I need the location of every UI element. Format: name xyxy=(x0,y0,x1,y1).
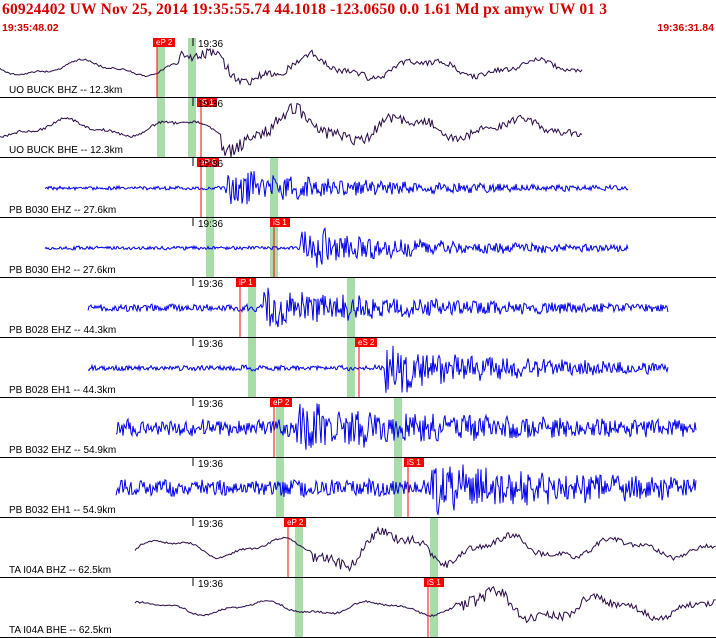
station-channel-label: PB B032 EH1 -- 54.9km xyxy=(9,505,116,516)
seismogram-canvas xyxy=(0,98,716,158)
seismogram-canvas xyxy=(0,218,716,278)
station-channel-label: TA I04A BHE -- 62.5km xyxy=(9,625,112,636)
seismogram-panel[interactable]: iP 1 19:36 PB B028 EHZ -- 44.3km xyxy=(0,278,716,338)
seismogram-panel[interactable]: iS 1 19:36 PB B032 EH1 -- 54.9km xyxy=(0,458,716,518)
phase-window-band xyxy=(394,458,402,518)
waveform-trace xyxy=(134,586,716,624)
phase-pick-flag[interactable]: iP 1 xyxy=(236,278,256,287)
seismogram-panel[interactable]: eS 2 19:36 PB B028 EH1 -- 44.3km xyxy=(0,338,716,398)
phase-window-band xyxy=(157,98,165,158)
phase-window-band xyxy=(394,398,402,458)
window-start-time: 19:35:48.02 xyxy=(2,22,59,34)
phase-pick-flag[interactable]: iS 1 xyxy=(197,98,217,107)
time-mark-label: 19:36 xyxy=(198,339,224,350)
time-mark-label: 19:36 xyxy=(198,459,224,470)
window-end-time: 19:36:31.84 xyxy=(657,22,714,34)
station-channel-label: UO BUCK BHZ -- 12.3km xyxy=(9,85,123,96)
waveform-trace xyxy=(134,526,716,573)
time-mark-label: 19:36 xyxy=(198,579,224,590)
seismogram-canvas xyxy=(0,278,716,338)
seismogram-panel[interactable]: iS 1 19:36 UO BUCK BHE -- 12.3km xyxy=(0,98,716,158)
phase-pick-flag[interactable]: iS 1 xyxy=(424,578,444,587)
seismogram-canvas xyxy=(0,458,716,518)
phase-window-band xyxy=(295,578,303,638)
time-mark-label: 19:36 xyxy=(198,159,224,170)
time-mark-label: 19:36 xyxy=(198,279,224,290)
waveform-trace xyxy=(115,464,697,515)
seismogram-panel[interactable]: eP 2 19:36 TA I04A BHZ -- 62.5km xyxy=(0,518,716,578)
phase-window-band xyxy=(157,38,165,98)
phase-window-band xyxy=(188,38,196,98)
waveform-trace xyxy=(0,47,583,86)
seismogram-canvas xyxy=(0,518,716,578)
station-channel-label: PB B030 EH2 -- 27.6km xyxy=(9,265,116,276)
phase-window-band xyxy=(430,518,438,578)
phase-pick-flag[interactable]: eP 2 xyxy=(153,38,176,47)
phase-window-band xyxy=(188,98,196,158)
phase-pick-flag[interactable]: iS 1 xyxy=(404,458,424,467)
waveform-trace xyxy=(87,345,669,393)
phase-pick-flag[interactable]: eP 2 xyxy=(270,398,293,407)
event-header: 60924402 UW Nov 25, 2014 19:35:55.74 44.… xyxy=(0,0,716,38)
phase-window-band xyxy=(248,338,256,398)
waveform-trace xyxy=(0,102,583,158)
station-channel-label: TA I04A BHZ -- 62.5km xyxy=(9,565,112,576)
seismogram-canvas xyxy=(0,398,716,458)
time-mark-label: 19:36 xyxy=(198,99,224,110)
phase-pick-flag[interactable]: eP 0 xyxy=(197,158,220,167)
phase-pick-flag[interactable]: eS 2 xyxy=(355,338,378,347)
station-channel-label: PB B028 EHZ -- 44.3km xyxy=(9,325,117,336)
station-channel-label: UO BUCK BHE -- 12.3km xyxy=(9,145,123,156)
seismogram-canvas xyxy=(0,158,716,218)
phase-pick-flag[interactable]: iS 1 xyxy=(270,218,290,227)
time-mark-label: 19:36 xyxy=(198,399,224,410)
seismogram-canvas xyxy=(0,38,716,98)
phase-window-band xyxy=(430,578,438,638)
event-title: 60924402 UW Nov 25, 2014 19:35:55.74 44.… xyxy=(2,1,608,18)
phase-pick-flag[interactable]: eP 2 xyxy=(284,518,307,527)
time-mark-label: 19:36 xyxy=(198,519,224,530)
seismogram-panel[interactable]: eP 2 19:36 PB B032 EHZ -- 54.9km xyxy=(0,398,716,458)
time-mark-label: 19:36 xyxy=(198,219,224,230)
station-channel-label: PB B028 EH1 -- 44.3km xyxy=(9,385,116,396)
phase-window-band xyxy=(270,158,278,218)
waveform-trace xyxy=(44,227,629,268)
station-channel-label: PB B032 EHZ -- 54.9km xyxy=(9,445,117,456)
waveform-trace xyxy=(44,171,629,205)
seismogram-canvas xyxy=(0,338,716,398)
seismogram-panel[interactable]: iS 1 19:36 TA I04A BHE -- 62.5km xyxy=(0,578,716,638)
phase-window-band xyxy=(295,518,303,578)
seismogram-panel[interactable]: iS 1 19:36 PB B030 EH2 -- 27.6km xyxy=(0,218,716,278)
station-channel-label: PB B030 EHZ -- 27.6km xyxy=(9,205,117,216)
seismogram-panel[interactable]: eP 0 19:36 PB B030 EHZ -- 27.6km xyxy=(0,158,716,218)
waveform-trace xyxy=(115,403,697,450)
seismogram-panel[interactable]: eP 2 19:36 UO BUCK BHZ -- 12.3km xyxy=(0,38,716,98)
time-mark-label: 19:36 xyxy=(198,39,224,50)
waveform-trace xyxy=(87,287,669,328)
